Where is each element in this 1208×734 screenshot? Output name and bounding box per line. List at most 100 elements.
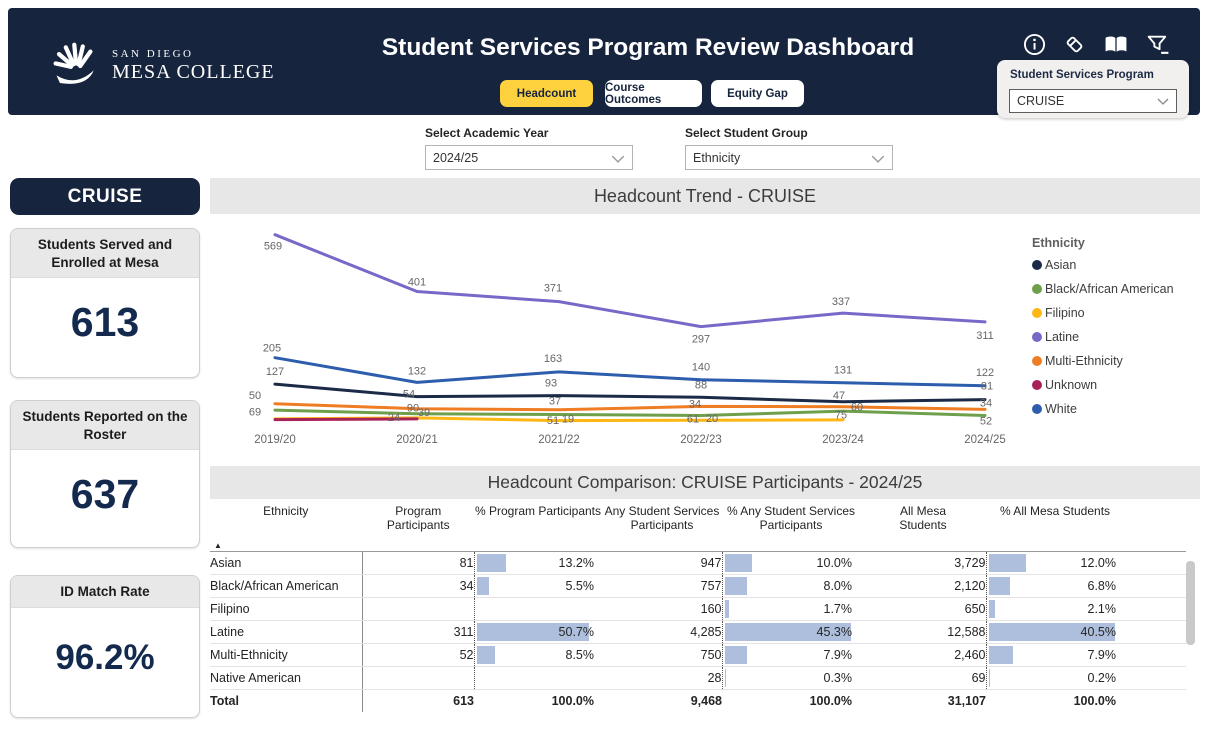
ethnicity-cell: Total bbox=[210, 688, 363, 712]
table-header-cell[interactable]: Any Student Services Participants bbox=[602, 499, 722, 552]
tab-course-outcomes[interactable]: Course Outcomes bbox=[605, 80, 702, 107]
percent-cell: 12.0% bbox=[985, 551, 1124, 575]
count-cell: 311 bbox=[362, 620, 474, 644]
trend-line-multi-ethnicity[interactable] bbox=[273, 402, 987, 412]
data-bar bbox=[988, 622, 1115, 641]
table-header-cell[interactable]: Ethnicity bbox=[210, 499, 362, 552]
stat-card-served: Students Served and Enrolled at Mesa 613 bbox=[10, 228, 200, 378]
table-header-cell[interactable]: % Program Participants bbox=[474, 499, 602, 552]
stat-card-value: 613 bbox=[70, 298, 140, 345]
data-point-label: 371 bbox=[544, 283, 562, 295]
percent-cell: 1.7% bbox=[721, 597, 860, 621]
percent-value: 0.3% bbox=[823, 670, 853, 685]
filter-icon[interactable] bbox=[1144, 32, 1172, 57]
count-cell: 650 bbox=[860, 597, 986, 621]
trend-line-unknown[interactable] bbox=[273, 417, 419, 422]
data-point-label: 52 bbox=[980, 415, 992, 427]
legend-dot bbox=[1032, 308, 1042, 318]
filler-cell bbox=[1124, 689, 1186, 712]
trend-line-latine[interactable] bbox=[273, 233, 987, 329]
student-group-select[interactable]: Ethnicity bbox=[685, 145, 893, 170]
percent-value: 100.0% bbox=[809, 693, 852, 708]
percent-cell bbox=[473, 666, 602, 690]
x-axis-label: 2021/22 bbox=[538, 434, 580, 446]
academic-year-select[interactable]: 2024/25 bbox=[425, 145, 633, 170]
percent-value: 40.5% bbox=[1080, 624, 1116, 639]
percent-value: 45.3% bbox=[816, 624, 852, 639]
percent-value: 50.7% bbox=[558, 624, 594, 639]
trend-legend: Ethnicity Asian Black/African American Fil… bbox=[1032, 236, 1200, 421]
data-point-label: 93 bbox=[545, 378, 557, 390]
percent-cell: 8.5% bbox=[473, 643, 602, 667]
percent-cell: 6.8% bbox=[985, 574, 1124, 598]
legend-item-unknown[interactable]: Unknown bbox=[1032, 373, 1200, 397]
percent-cell: 13.2% bbox=[473, 551, 602, 575]
info-icon[interactable] bbox=[1022, 32, 1047, 57]
count-cell: 81 bbox=[362, 551, 474, 575]
data-point-label: 50 bbox=[249, 390, 261, 402]
data-point-label: 569 bbox=[264, 241, 282, 253]
table-row[interactable]: Native American 28 0.3% 69 0.2% bbox=[210, 666, 1186, 690]
percent-value: 12.0% bbox=[1080, 555, 1116, 570]
percent-value: 100.0% bbox=[551, 693, 594, 708]
logo-line1: SAN DIEGO bbox=[112, 48, 194, 60]
legend-item-filipino[interactable]: Filipino bbox=[1032, 301, 1200, 325]
chevron-down-icon bbox=[611, 155, 625, 163]
table-header-cell[interactable]: % Any Student Services Participants bbox=[722, 499, 860, 552]
legend-item-latine[interactable]: Latine bbox=[1032, 325, 1200, 349]
table-row[interactable]: Black/African American 34 5.5% 757 8.0% 2,120… bbox=[210, 574, 1186, 598]
comparison-table: Ethnicity Program Participants% Program P… bbox=[210, 499, 1186, 712]
ethnicity-cell: Latine bbox=[210, 620, 363, 644]
table-total-row[interactable]: Total 613 100.0% 9,468 100.0% 31,107 100.0% bbox=[210, 688, 1186, 712]
data-point-label: 54 bbox=[403, 389, 415, 401]
data-point-label: 47 bbox=[833, 390, 845, 402]
eraser-icon[interactable] bbox=[1061, 32, 1088, 57]
percent-cell: 50.7% bbox=[473, 620, 602, 644]
data-point-label: 61 bbox=[687, 413, 699, 425]
table-scrollbar[interactable] bbox=[1186, 561, 1195, 645]
table-row[interactable]: Asian 81 13.2% 947 10.0% 3,729 12.0% bbox=[210, 551, 1186, 575]
legend-item-black-african-american[interactable]: Black/African American bbox=[1032, 277, 1200, 301]
percent-cell: 45.3% bbox=[721, 620, 860, 644]
count-cell: 9,468 bbox=[602, 688, 722, 712]
trend-line-asian[interactable] bbox=[273, 382, 987, 404]
program-select[interactable]: CRUISE bbox=[1009, 89, 1177, 113]
sort-ascending-icon[interactable]: ▲ bbox=[214, 541, 222, 550]
legend-item-multi-ethnicity[interactable]: Multi-Ethnicity bbox=[1032, 349, 1200, 373]
table-header-cell[interactable]: % All Mesa Students bbox=[986, 499, 1124, 552]
trend-line-white[interactable] bbox=[273, 356, 987, 388]
count-cell bbox=[362, 597, 474, 621]
percent-value: 13.2% bbox=[558, 555, 594, 570]
legend-item-white[interactable]: White bbox=[1032, 397, 1200, 421]
x-axis-label: 2019/20 bbox=[254, 434, 296, 446]
tab-headcount[interactable]: Headcount bbox=[500, 80, 593, 107]
table-header-cell[interactable]: All Mesa Students bbox=[860, 499, 986, 552]
trend-line-black-african-american[interactable] bbox=[273, 408, 987, 417]
book-icon[interactable] bbox=[1102, 32, 1130, 57]
count-cell: 52 bbox=[362, 643, 474, 667]
data-point-label: 205 bbox=[263, 343, 281, 355]
table-row[interactable]: Latine 311 50.7% 4,285 45.3% 12,588 40.5% bbox=[210, 620, 1186, 644]
data-point-label: 401 bbox=[408, 277, 426, 289]
legend-dot bbox=[1032, 404, 1042, 414]
stat-card-title: ID Match Rate bbox=[11, 576, 199, 608]
data-bar bbox=[476, 576, 489, 595]
data-bar bbox=[988, 553, 1026, 572]
table-row[interactable]: Filipino 160 1.7% 650 2.1% bbox=[210, 597, 1186, 621]
count-cell: 28 bbox=[602, 666, 722, 690]
x-axis-label: 2024/25 bbox=[964, 434, 1006, 446]
percent-cell: 5.5% bbox=[473, 574, 602, 598]
count-cell: 31,107 bbox=[860, 688, 986, 712]
table-header-cell[interactable]: Program Participants bbox=[362, 499, 474, 552]
percent-value: 10.0% bbox=[816, 555, 852, 570]
legend-label: Multi-Ethnicity bbox=[1045, 354, 1123, 368]
tab-equity-gap[interactable]: Equity Gap bbox=[711, 80, 804, 107]
legend-item-asian[interactable]: Asian bbox=[1032, 253, 1200, 277]
mesa-college-logo: SAN DIEGO MESA COLLEGE bbox=[48, 38, 275, 94]
percent-value: 2.1% bbox=[1087, 601, 1117, 616]
count-cell: 757 bbox=[602, 574, 722, 598]
legend-title: Ethnicity bbox=[1032, 236, 1085, 250]
table-row[interactable]: Multi-Ethnicity 52 8.5% 750 7.9% 2,460 7.9% bbox=[210, 643, 1186, 667]
